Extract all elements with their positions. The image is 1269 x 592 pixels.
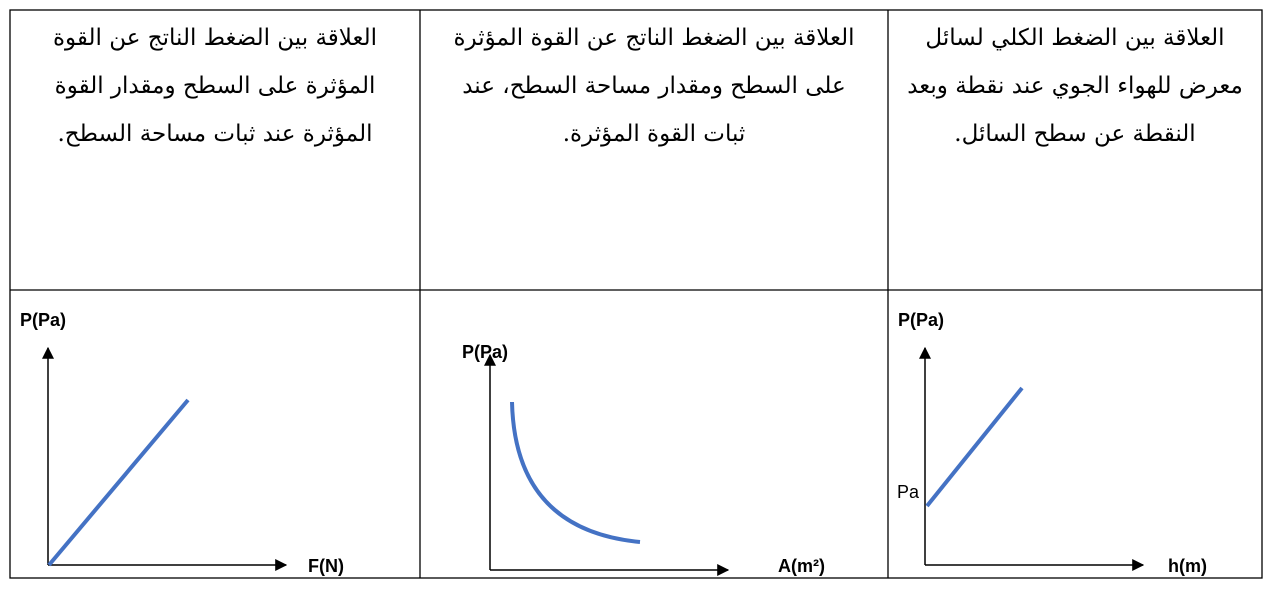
y-axis-label: P(Pa) [20, 310, 66, 330]
y-axis-label: P(Pa) [462, 342, 508, 362]
axes [42, 346, 1145, 576]
cell-text: العلاقة بين الضغط الناتج عن القوة المؤثر… [52, 25, 377, 147]
x-axis-label: h(m) [1168, 556, 1207, 576]
y-axis-label: P(Pa) [898, 310, 944, 330]
table-borders [9, 9, 1263, 579]
x-axis-label: A(m²) [778, 556, 825, 576]
curves [47, 386, 1024, 567]
intercept-label: Pa [897, 482, 920, 502]
cell-text: العلاقة بين الضغط الكلي لسائل معرض للهوا… [907, 25, 1243, 147]
x-axis-label: F(N) [308, 556, 344, 576]
cell-text: العلاقة بين الضغط الناتج عن القوة المؤثر… [453, 25, 855, 147]
